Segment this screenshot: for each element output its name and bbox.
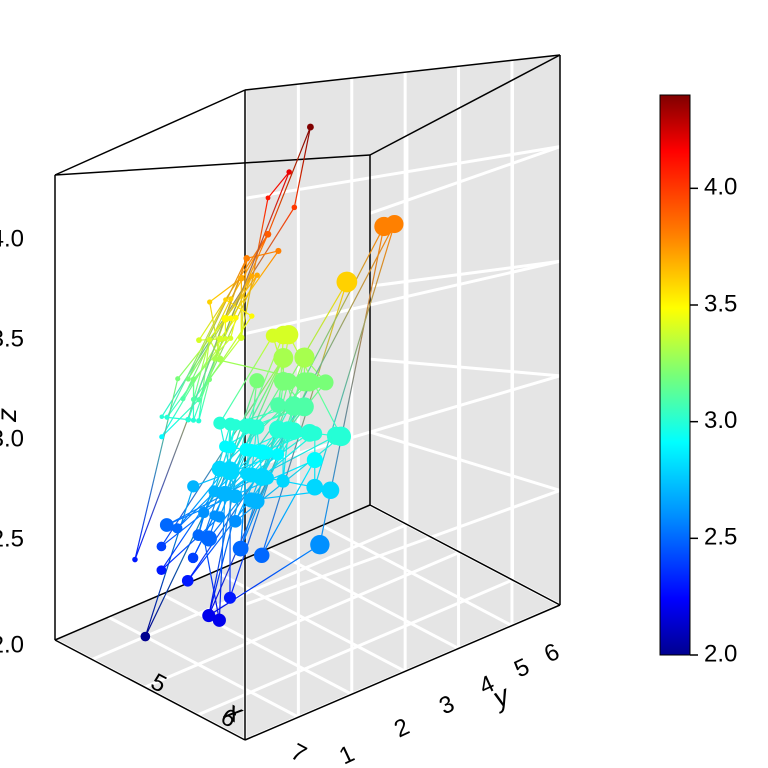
- data-point: [307, 452, 323, 468]
- data-point: [249, 420, 264, 435]
- data-point: [191, 377, 196, 382]
- data-point: [260, 471, 274, 485]
- data-point: [217, 336, 223, 342]
- data-point: [223, 297, 228, 302]
- data-point: [198, 507, 209, 518]
- data-point: [238, 275, 245, 282]
- data-point: [207, 299, 212, 304]
- colorbar-tick-label: 3.5: [704, 290, 737, 317]
- data-point: [207, 377, 212, 382]
- data-point: [306, 479, 323, 496]
- data-point: [249, 493, 265, 509]
- data-point: [180, 396, 185, 401]
- data-point: [165, 415, 170, 420]
- colorbar-tick-label: 2.0: [704, 640, 737, 667]
- colorbar-tick-label: 4.0: [704, 174, 737, 201]
- data-point: [228, 336, 233, 341]
- data-point: [295, 397, 314, 416]
- data-point: [317, 374, 333, 390]
- data-point: [254, 548, 269, 563]
- data-point: [229, 515, 242, 528]
- data-point: [186, 376, 191, 381]
- data-point: [213, 614, 226, 627]
- z-tick-label: 2.5: [0, 525, 24, 552]
- data-point: [307, 426, 322, 441]
- data-point: [285, 422, 303, 440]
- data-point: [132, 557, 138, 563]
- data-point: [331, 427, 351, 447]
- data-point: [141, 632, 151, 642]
- y-tick-label: 5: [510, 653, 534, 683]
- data-point: [249, 273, 254, 278]
- data-point: [228, 315, 234, 321]
- data-point: [272, 448, 284, 460]
- z-tick-label: 3.0: [0, 425, 24, 452]
- data-point: [266, 195, 271, 200]
- data-point: [233, 315, 238, 320]
- data-point: [223, 336, 228, 341]
- data-point: [322, 482, 340, 500]
- data-point: [196, 337, 202, 343]
- data-point: [201, 530, 217, 546]
- data-point: [207, 337, 212, 342]
- data-point: [275, 248, 281, 254]
- data-point: [157, 565, 167, 575]
- data-point: [188, 553, 198, 563]
- data-point: [221, 462, 240, 481]
- data-point: [286, 169, 292, 175]
- data-point: [214, 511, 225, 522]
- data-point: [160, 414, 165, 419]
- data-point: [336, 272, 357, 293]
- data-point: [182, 575, 194, 587]
- y-tick-label: 6: [540, 638, 564, 668]
- colorbar-tick-label: 2.5: [704, 524, 737, 551]
- data-point: [310, 535, 329, 554]
- data-point: [261, 447, 273, 459]
- z-tick-label: 2.0: [0, 631, 24, 658]
- scatter3d-plot: 5671234562.02.53.03.54.0xyz2.02.53.03.54…: [0, 0, 768, 768]
- z-axis-label: z: [0, 408, 22, 423]
- data-point: [244, 256, 249, 261]
- data-point: [191, 397, 196, 402]
- z-tick-label: 4.0: [0, 225, 24, 252]
- data-point: [224, 441, 236, 453]
- data-point: [160, 518, 174, 532]
- data-point: [292, 205, 298, 211]
- data-point: [228, 296, 233, 301]
- data-point: [273, 348, 293, 368]
- y-tick-label: 2: [390, 713, 414, 743]
- data-point: [175, 376, 180, 381]
- y-tick-label: 3: [435, 690, 459, 720]
- colorbar-tick-label: 3.0: [704, 407, 737, 434]
- x-tick-label: 7: [286, 738, 310, 768]
- colorbar: 2.0 2.5 3.0 3.5 4.0: [660, 95, 737, 667]
- data-point: [294, 347, 314, 367]
- data-point: [254, 272, 259, 277]
- data-point: [238, 334, 245, 341]
- data-point: [159, 434, 164, 439]
- data-point: [187, 480, 199, 492]
- data-point: [196, 418, 201, 423]
- data-point: [270, 397, 285, 412]
- data-point: [172, 523, 182, 533]
- data-point: [191, 418, 196, 423]
- data-point: [233, 541, 249, 557]
- data-point: [276, 475, 289, 488]
- data-point: [280, 373, 297, 390]
- data-point: [265, 231, 272, 238]
- z-tick-label: 3.5: [0, 325, 24, 352]
- data-point: [385, 215, 403, 233]
- data-point: [196, 397, 201, 402]
- y-tick-label: 1: [335, 740, 359, 768]
- data-point: [307, 124, 314, 131]
- data-point: [216, 355, 223, 362]
- data-point: [279, 325, 298, 344]
- data-point: [229, 489, 243, 503]
- data-point: [185, 417, 191, 423]
- data-point: [249, 373, 264, 388]
- data-point: [224, 592, 236, 604]
- data-point: [249, 313, 254, 318]
- data-point: [157, 542, 167, 552]
